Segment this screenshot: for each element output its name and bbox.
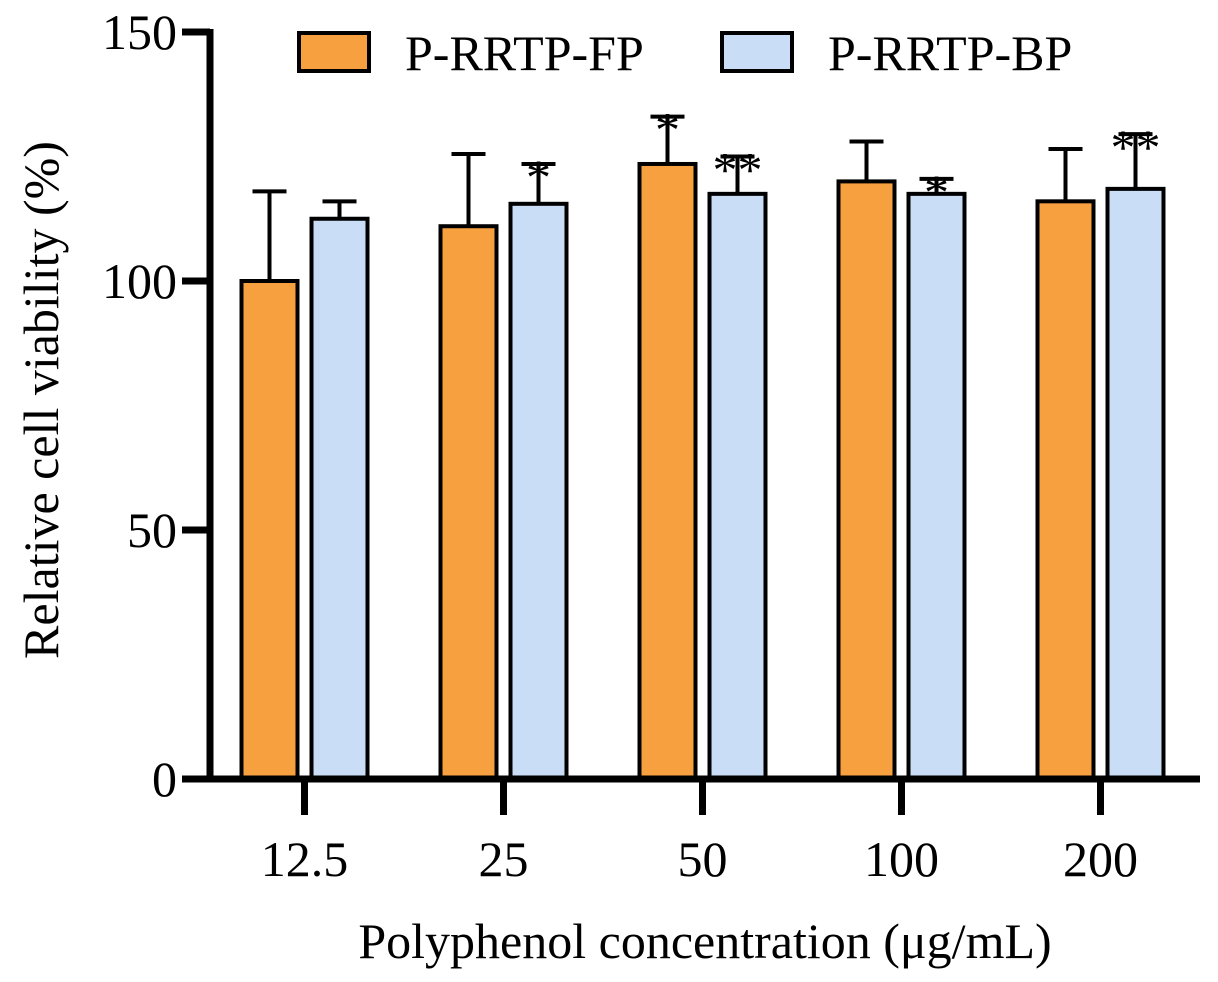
bar-fp-25 [438,224,499,782]
x-tick-label-100: 100 [864,831,939,887]
significance-bp-200: ** [1111,119,1161,175]
significance-fp-50: * [655,102,680,158]
bar-bp-25 [508,201,569,781]
x-axis-title: Polyphenol concentration (μg/mL) [358,913,1051,969]
legend-swatch-fp [297,31,371,73]
bar-fp-12.5 [239,279,300,781]
y-tick-label-100: 100 [102,253,177,309]
legend-swatch-bp [720,31,794,73]
bar-bp-100 [906,191,967,782]
bar-bp-12.5 [309,216,370,781]
y-tick-label-150: 150 [102,4,177,60]
x-tick-label-12.5: 12.5 [261,831,349,887]
legend: P-RRTP-FP P-RRTP-BP [297,25,1072,81]
legend-label-fp: P-RRTP-FP [405,25,644,81]
y-tick-label-50: 50 [127,502,177,558]
bar-fp-100 [836,179,897,781]
bar-bp-50 [707,191,768,782]
y-axis-title: Relative cell viability (%) [13,141,69,659]
bar-fp-200 [1035,199,1096,781]
bar-bp-200 [1105,186,1166,781]
x-tick-label-25: 25 [479,831,529,887]
bar-fp-50 [637,161,698,782]
x-tick-label-50: 50 [678,831,728,887]
legend-label-bp: P-RRTP-BP [828,25,1072,81]
x-tick-label-200: 200 [1063,831,1138,887]
significance-bp-25: * [526,149,551,205]
significance-bp-50: ** [713,142,763,198]
significance-bp-100: * [924,164,949,220]
y-tick-label-0: 0 [152,751,177,807]
